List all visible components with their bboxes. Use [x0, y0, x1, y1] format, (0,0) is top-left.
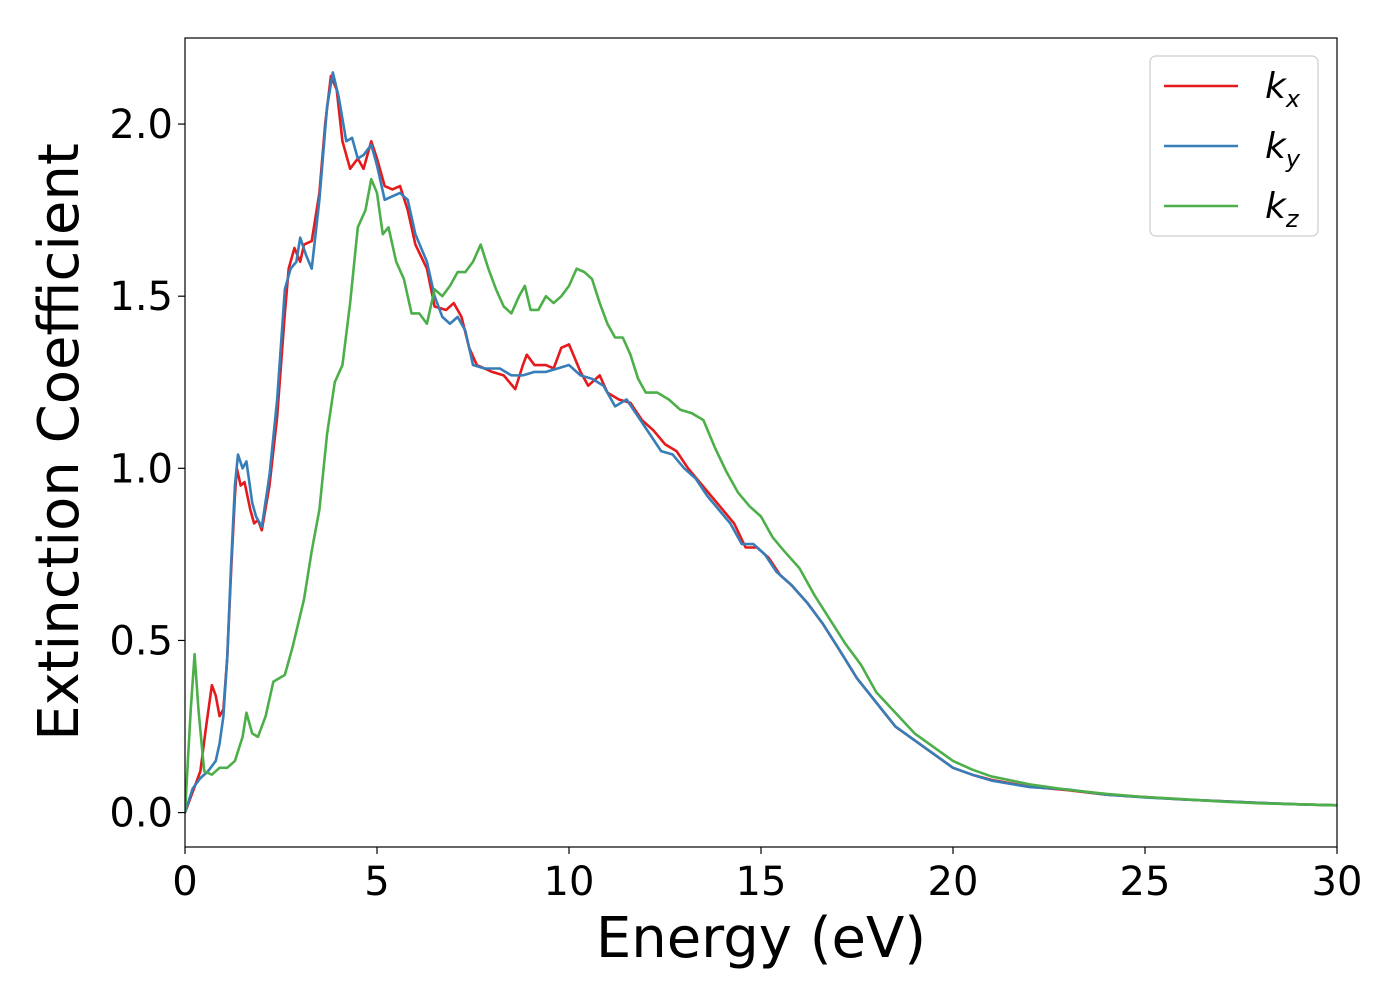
series-group: [185, 71, 1337, 814]
y-tick-label: 1.5: [109, 274, 173, 320]
x-tick-label: 0: [172, 859, 197, 905]
y-axis-ticks: 0.0 0.5 1.0 1.5 2.0: [109, 102, 185, 837]
legend-label-ky: ky: [1265, 126, 1301, 173]
x-tick-label: 15: [736, 859, 787, 905]
y-tick-label: 0.0: [109, 791, 173, 837]
x-tick-label: 20: [928, 859, 979, 905]
legend: kx ky kz: [1149, 55, 1319, 237]
y-tick-label: 2.0: [109, 102, 173, 148]
plot-area: [185, 38, 1337, 847]
y-tick-label: 1.0: [109, 446, 173, 492]
x-axis-label: Energy (eV): [596, 906, 926, 971]
x-axis-ticks: 0 5 10 15 20 25 30: [172, 847, 1362, 905]
x-tick-label: 30: [1312, 859, 1363, 905]
series-line-kz: [185, 177, 1337, 814]
y-axis-label: Extinction Coefficient: [27, 143, 92, 741]
x-tick-label: 10: [544, 859, 595, 905]
y-tick-label: 0.5: [109, 618, 173, 664]
series-line-ky: [185, 71, 1337, 814]
x-tick-label: 5: [364, 859, 389, 905]
legend-label-kz: kz: [1265, 186, 1300, 233]
x-tick-label: 25: [1120, 859, 1171, 905]
legend-label-kx: kx: [1265, 66, 1301, 113]
